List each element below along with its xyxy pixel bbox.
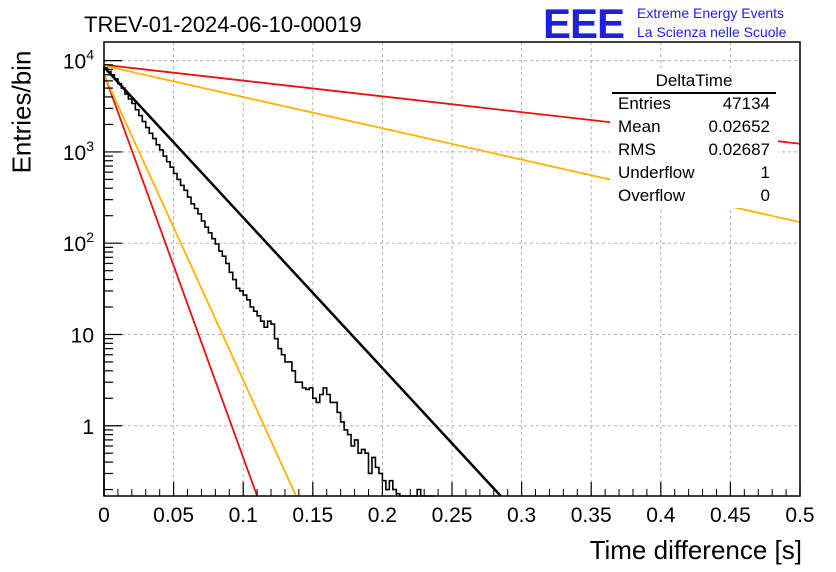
x-tick-label: 0.15 [292, 504, 333, 527]
stats-row-entries: Entries 47134 [618, 94, 770, 117]
curve-red-1 [103, 73, 258, 497]
stats-key: Mean [618, 117, 661, 136]
stats-key: Underflow [618, 163, 695, 182]
stats-key: RMS [618, 140, 656, 159]
grid-lines [104, 42, 800, 496]
logo-line-2: La Scienza nelle Scuole [637, 24, 787, 40]
y-tick-label: 1 [82, 416, 94, 439]
logo-text: Extreme Energy Events La Scienza nelle S… [637, 4, 786, 42]
x-tick-label: 0.2 [368, 504, 397, 527]
stats-key: Entries [618, 94, 671, 113]
x-tick-label: 0.45 [710, 504, 751, 527]
stats-value: 1 [760, 163, 770, 182]
y-axis-label: Entries/bin [6, 50, 37, 174]
x-tick-label: 0.35 [571, 504, 612, 527]
x-tick-label: 0 [98, 504, 110, 527]
plot-title: TREV-01-2024-06-10-00019 [84, 12, 362, 37]
stats-key: Overflow [618, 186, 686, 205]
y-tick-label: 102 [63, 229, 94, 256]
x-tick-label: 0.05 [153, 504, 194, 527]
y-tick-label: 10 [71, 324, 94, 347]
curve-orange-2 [103, 74, 297, 497]
logo-line-1: Extreme Energy Events [637, 5, 785, 21]
stats-value: 0.02652 [708, 117, 770, 136]
x-axis-label: Time difference [s] [589, 535, 802, 565]
y-tick-label: 103 [63, 138, 94, 165]
y-axis-ticks: 1 10 102 103 104 [63, 47, 122, 491]
stats-title: DeltaTime [655, 71, 733, 90]
stats-value: 47134 [722, 94, 770, 113]
stats-value: 0 [760, 186, 770, 205]
stats-row-mean: Mean 0.02652 [618, 117, 770, 140]
x-tick-label: 0.5 [785, 504, 814, 527]
x-tick-label: 0.3 [507, 504, 536, 527]
curve-black-0 [103, 66, 502, 497]
histogram-outline [103, 66, 435, 497]
stats-row-overflow: Overflow 0 [618, 186, 770, 209]
histogram [103, 66, 435, 497]
stats-divider [612, 92, 776, 94]
x-axis-ticks: 0 0.05 0.1 0.15 0.2 0.25 0.3 0.35 0.4 0.45 0.5 [98, 482, 815, 527]
stats-box: DeltaTime Entries 47134 Mean 0.02652 RMS… [610, 68, 778, 208]
stats-row-rms: RMS 0.02687 [618, 140, 770, 163]
stats-row-underflow: Underflow 1 [618, 163, 770, 186]
stats-value: 0.02687 [708, 140, 770, 159]
y-tick-label: 104 [63, 47, 94, 74]
x-tick-label: 0.25 [432, 504, 473, 527]
x-tick-label: 0.1 [229, 504, 258, 527]
eee-logo: EEE [543, 0, 625, 47]
x-tick-label: 0.4 [646, 504, 676, 527]
